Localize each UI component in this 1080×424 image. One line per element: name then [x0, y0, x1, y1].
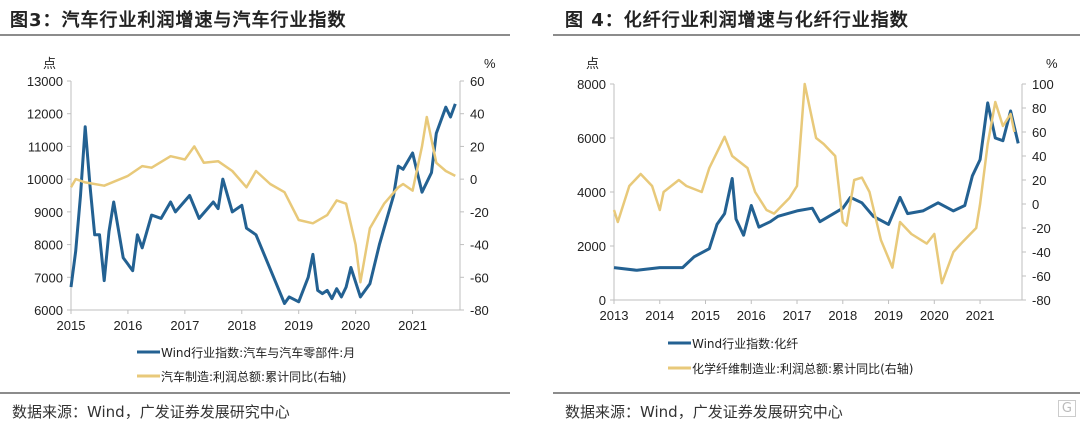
series-line-index — [69, 103, 457, 305]
left-axis-unit: 点 — [43, 56, 56, 71]
y-tick-label-left: 6000 — [577, 131, 606, 146]
y-tick-label-right: -40 — [1032, 245, 1051, 260]
y-tick-label-right: 20 — [470, 139, 484, 154]
y-tick-label-right: 40 — [1032, 149, 1046, 164]
x-tick-label: 2020 — [341, 318, 370, 333]
y-tick-label-left: 0 — [599, 293, 606, 308]
x-tick-label: 2017 — [783, 308, 812, 323]
y-tick-label-left: 8000 — [577, 77, 606, 92]
x-tick-label: 2019 — [874, 308, 903, 323]
y-tick-label-right: -80 — [1032, 293, 1051, 308]
left-axis-unit: 点 — [586, 56, 599, 71]
legend-label: Wind行业指数:化纤 — [692, 336, 798, 351]
series-line-profit-growth — [612, 82, 1016, 285]
y-tick-label-right: -20 — [1032, 221, 1051, 236]
y-tick-label-right: 60 — [470, 74, 484, 89]
x-tick-label: 2016 — [113, 318, 142, 333]
x-tick-label: 2021 — [398, 318, 427, 333]
legend-label: 化学纤维制造业:利润总额:累计同比(右轴) — [692, 361, 913, 376]
chart-1-source: 数据来源：Wind，广发证券发展研究中心 — [12, 403, 290, 421]
y-tick-label-left: 10000 — [27, 172, 63, 187]
x-tick-label: 2018 — [227, 318, 256, 333]
right-axis-unit: % — [1046, 56, 1058, 71]
divider — [0, 34, 510, 36]
x-tick-label: 2014 — [645, 308, 674, 323]
chart-2-title: 图 4：化纤行业利润增速与化纤行业指数 — [565, 10, 909, 31]
x-tick-label: 2015 — [691, 308, 720, 323]
x-tick-label: 2013 — [600, 308, 629, 323]
y-tick-label-right: 100 — [1032, 77, 1054, 92]
x-tick-label: 2016 — [737, 308, 766, 323]
y-tick-label-right: 40 — [470, 107, 484, 122]
y-tick-label-right: 20 — [1032, 173, 1046, 188]
y-tick-label-left: 13000 — [27, 74, 63, 89]
y-tick-label-right: -80 — [470, 303, 489, 318]
legend-label: Wind行业指数:汽车与汽车零部件:月 — [161, 345, 355, 360]
x-tick-label: 2018 — [828, 308, 857, 323]
y-tick-label-left: 12000 — [27, 107, 63, 122]
y-tick-label-right: 60 — [1032, 125, 1046, 140]
y-tick-label-right: -60 — [470, 270, 489, 285]
x-tick-label: 2019 — [284, 318, 313, 333]
y-tick-label-left: 11000 — [28, 139, 63, 154]
series-line-profit-growth — [69, 115, 456, 284]
y-tick-label-left: 2000 — [577, 239, 606, 254]
y-tick-label-right: 0 — [1032, 197, 1039, 212]
y-tick-label-right: -60 — [1032, 269, 1051, 284]
divider — [553, 34, 1080, 36]
y-tick-label-left: 6000 — [34, 303, 63, 318]
chart-1-title: 图3：汽车行业利润增速与汽车行业指数 — [10, 10, 347, 31]
legend-label: 汽车制造:利润总额:累计同比(右轴) — [161, 369, 346, 384]
y-tick-label-right: -40 — [470, 238, 489, 253]
y-tick-label-left: 8000 — [34, 238, 63, 253]
right-axis-unit: % — [484, 56, 496, 71]
x-tick-label: 2015 — [57, 318, 86, 333]
chart-2-source: 数据来源：Wind，广发证券发展研究中心 — [565, 403, 843, 421]
y-tick-label-right: 80 — [1032, 101, 1046, 116]
divider — [0, 392, 510, 394]
x-tick-label: 2017 — [170, 318, 199, 333]
x-tick-label: 2020 — [920, 308, 949, 323]
y-tick-label-right: -20 — [470, 205, 489, 220]
y-tick-label-left: 9000 — [34, 205, 63, 220]
y-tick-label-right: 0 — [470, 172, 477, 187]
y-tick-label-left: 4000 — [577, 185, 606, 200]
divider — [553, 392, 1080, 394]
series-line-index — [613, 101, 1020, 272]
y-tick-label-left: 7000 — [34, 270, 63, 285]
watermark-logo: G — [1057, 400, 1076, 417]
x-tick-label: 2021 — [966, 308, 995, 323]
